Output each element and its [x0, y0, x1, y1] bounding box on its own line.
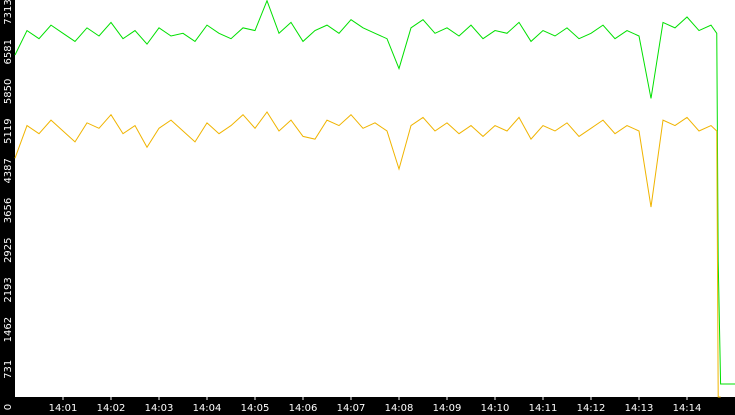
- x-tick-label: 14:12: [577, 403, 606, 414]
- x-tick-label: 14:05: [241, 403, 270, 414]
- x-tick-label: 14:04: [193, 403, 222, 414]
- x-tick-label: 14:14: [673, 403, 702, 414]
- y-tick-label: 6581: [3, 39, 14, 64]
- series-line: [14, 0, 735, 385]
- y-tick-label: 731: [3, 360, 14, 379]
- y-tick-label: 0: [3, 404, 14, 410]
- x-tick-label: 14:07: [337, 403, 366, 414]
- x-tick-label: 14:11: [529, 403, 558, 414]
- y-tick-label: 4387: [3, 158, 14, 183]
- x-tick-label: 14:03: [145, 403, 174, 414]
- y-tick-label: 1462: [3, 317, 14, 342]
- plot-area: [15, 0, 735, 397]
- y-tick-label: 5119: [3, 118, 14, 143]
- series-line: [14, 111, 721, 398]
- x-tick-label: 14:01: [49, 403, 78, 414]
- y-tick-label: 2925: [3, 237, 14, 262]
- y-tick-label: 5850: [3, 79, 14, 104]
- x-tick-label: 14:10: [481, 403, 510, 414]
- y-tick-label: 2193: [3, 277, 14, 302]
- x-tick-label: 14:06: [289, 403, 318, 414]
- x-tick-label: 14:08: [385, 403, 414, 414]
- x-tick-label: 14:13: [625, 403, 654, 414]
- y-tick-label: 7313: [3, 0, 14, 25]
- x-tick-label: 14:02: [97, 403, 126, 414]
- y-tick-label: 3656: [3, 198, 14, 223]
- x-tick-label: 14:09: [433, 403, 462, 414]
